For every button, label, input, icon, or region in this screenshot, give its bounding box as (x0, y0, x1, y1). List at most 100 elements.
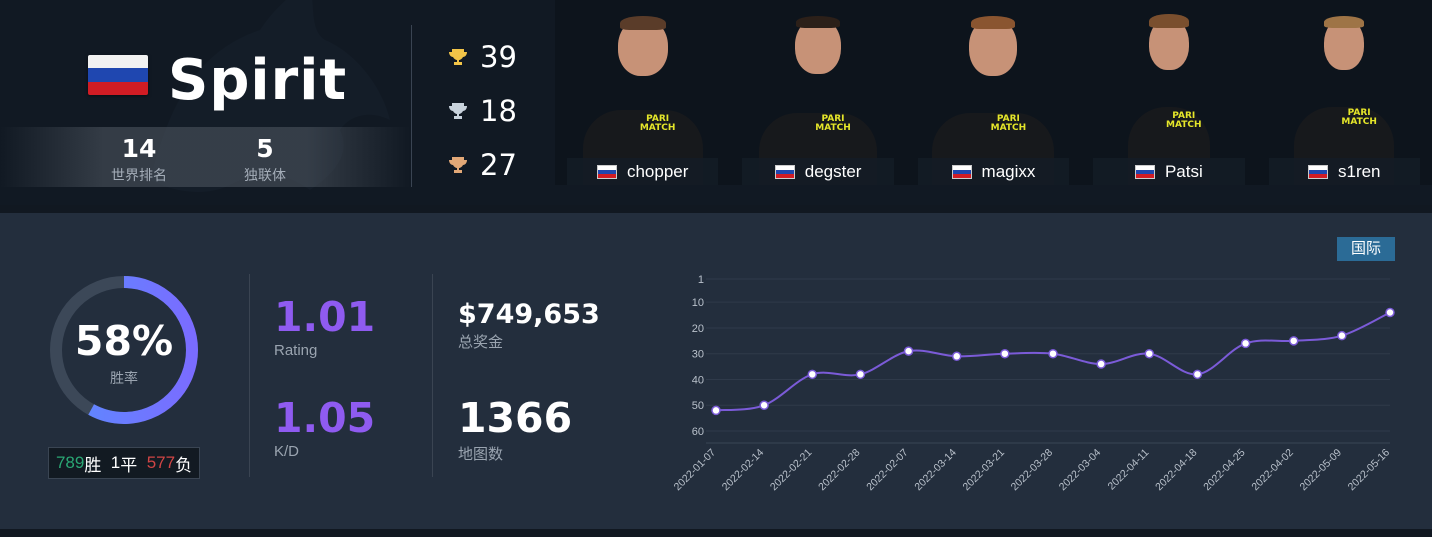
jersey-sponsor: PARI MATCH (1166, 112, 1202, 130)
rank-strip: 14 世界排名 5 独联体 (0, 127, 410, 187)
x-tick-label: 2022-05-09 (1298, 447, 1345, 494)
y-tick-label: 60 (692, 426, 704, 438)
ranking-data-point (1386, 308, 1394, 316)
losses-count: 577 (147, 453, 175, 473)
maps-value: 1366 (458, 395, 572, 441)
gold-trophy-icon (448, 48, 468, 66)
ranking-data-point (760, 401, 768, 409)
player-name-bar: magixx (918, 158, 1069, 185)
x-tick-label: 2022-05-16 (1346, 447, 1393, 494)
x-tick-label: 2022-03-04 (1057, 447, 1104, 494)
player-name: s1ren (1338, 162, 1381, 182)
ranking-data-point (1338, 332, 1346, 340)
trophy-counts: 39 18 27 (448, 30, 517, 192)
x-tick-label: 2022-03-14 (912, 447, 959, 494)
sponsor-line-2: MATCH (1341, 117, 1377, 127)
player-card-patsi[interactable]: PARI MATCH Patsi (1081, 0, 1256, 185)
player-name: Patsi (1165, 162, 1203, 182)
bronze-trophy-row: 27 (448, 138, 517, 192)
russia-flag-icon (88, 55, 148, 95)
kd-value: 1.05 (274, 395, 375, 441)
stats-divider-1 (249, 274, 250, 477)
ranking-history-chart: 1 10 20 30 40 50 60 2022-01-07 2022-02-14 2022-02… (668, 271, 1398, 507)
russia-flag-icon (597, 165, 617, 179)
header-divider (411, 25, 412, 187)
russia-flag-icon (775, 165, 795, 179)
flag-stripe-blue (88, 68, 148, 81)
world-rank-value: 14 (94, 135, 184, 163)
sponsor-line-2: MATCH (815, 123, 851, 133)
maps-label: 地图数 (458, 443, 572, 464)
draws-count: 1 (111, 453, 120, 473)
x-tick-label: 2022-04-25 (1201, 447, 1248, 494)
prize-label: 总奖金 (458, 331, 600, 352)
player-card-magixx[interactable]: PARI MATCH magixx (906, 0, 1081, 185)
y-tick-label: 30 (692, 349, 704, 361)
player-name: magixx (982, 162, 1036, 182)
team-header: Spirit 14 世界排名 5 独联体 39 18 27 (0, 0, 1432, 205)
win-rate-label: 胜率 (48, 368, 200, 388)
silver-trophy-row: 18 (448, 84, 517, 138)
draws-label: 平 (120, 451, 137, 476)
player-name-bar: degster (742, 158, 893, 185)
kd-metric: 1.05 K/D (274, 395, 375, 460)
x-tick-label: 2022-02-21 (768, 447, 815, 494)
y-tick-label: 40 (692, 374, 704, 386)
ranking-data-point (905, 347, 913, 355)
rating-label: Rating (274, 342, 375, 359)
bronze-trophy-icon (448, 156, 468, 174)
wins-count: 789 (56, 453, 84, 473)
x-tick-label: 2022-03-21 (961, 447, 1008, 494)
gold-trophy-row: 39 (448, 30, 517, 84)
player-name-bar: Patsi (1093, 158, 1244, 185)
x-tick-label: 2022-04-02 (1249, 447, 1296, 494)
y-tick-label: 1 (698, 274, 704, 286)
bronze-trophy-count: 27 (480, 148, 517, 182)
world-rank[interactable]: 14 世界排名 (94, 135, 184, 185)
ranking-data-point (1049, 350, 1057, 358)
player-card-chopper[interactable]: PARI MATCH chopper (555, 0, 730, 185)
flag-stripe-white (88, 55, 148, 68)
team-name: Spirit (168, 48, 347, 113)
ranking-data-point (1097, 360, 1105, 368)
gold-trophy-count: 39 (480, 40, 517, 74)
cis-rank[interactable]: 5 独联体 (220, 135, 310, 185)
player-name: degster (805, 162, 862, 182)
russia-flag-icon (952, 165, 972, 179)
player-card-s1ren[interactable]: PARI MATCH s1ren (1257, 0, 1432, 185)
player-hair (971, 16, 1015, 29)
sponsor-line-2: MATCH (1166, 120, 1202, 130)
world-rank-label: 世界排名 (94, 165, 184, 185)
x-tick-label: 2022-02-28 (816, 447, 863, 494)
flag-stripe-red (88, 82, 148, 95)
player-card-degster[interactable]: PARI MATCH degster (730, 0, 905, 185)
jersey-sponsor: PARI MATCH (640, 115, 676, 133)
maps-metric: 1366 地图数 (458, 395, 572, 464)
x-tick-label: 2022-02-14 (720, 447, 767, 494)
player-hair (620, 16, 666, 30)
stats-divider-2 (432, 274, 433, 477)
y-tick-label: 20 (692, 323, 704, 335)
ranking-data-point (1193, 370, 1201, 378)
ranking-data-point (1242, 339, 1250, 347)
win-rate-value: 58% (48, 317, 200, 365)
player-hair (796, 16, 840, 28)
cis-rank-value: 5 (220, 135, 310, 163)
cis-rank-label: 独联体 (220, 165, 310, 185)
team-identity: Spirit 14 世界排名 5 独联体 (0, 0, 410, 205)
wins-label: 胜 (84, 451, 101, 476)
y-tick-label: 50 (692, 400, 704, 412)
rating-value: 1.01 (274, 294, 375, 340)
ranking-data-point (1001, 350, 1009, 358)
x-tick-label: 2022-03-28 (1009, 447, 1056, 494)
ranking-series-line (716, 312, 1390, 410)
region-tag[interactable]: 国际 (1337, 237, 1395, 261)
player-name-bar: chopper (567, 158, 718, 185)
silver-trophy-count: 18 (480, 94, 517, 128)
y-tick-label: 10 (692, 297, 704, 309)
russia-flag-icon (1308, 165, 1328, 179)
x-tick-label: 2022-01-07 (672, 447, 719, 494)
russia-flag-icon (1135, 165, 1155, 179)
